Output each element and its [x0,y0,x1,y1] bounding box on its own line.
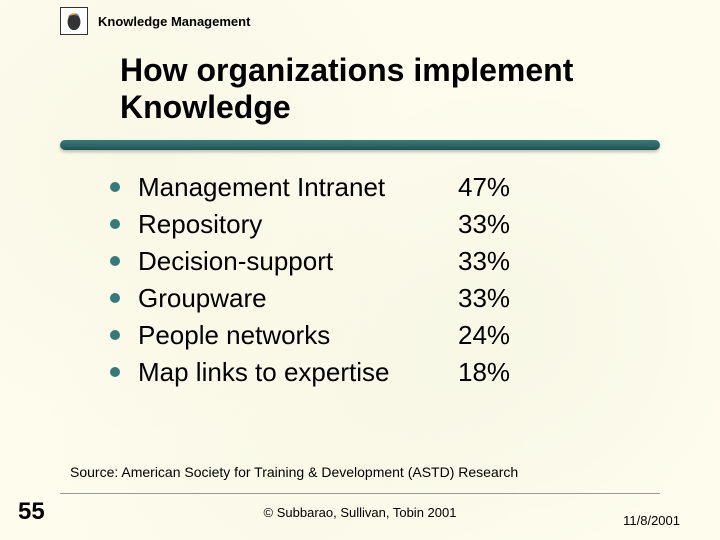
item-value: 33% [458,209,510,240]
item-label: Management Intranet [138,172,458,203]
bullet-icon [110,367,120,377]
bullet-icon [110,293,120,303]
bullet-icon [110,219,120,229]
bullet-icon [110,256,120,266]
bullet-icon [110,182,120,192]
item-label: People networks [138,320,458,351]
logo-icon [60,7,88,35]
list-item: Map links to expertise 18% [110,357,720,388]
list-item: Management Intranet 47% [110,172,720,203]
item-label: Repository [138,209,458,240]
item-label: Map links to expertise [138,357,458,388]
item-value: 33% [458,283,510,314]
list-item: People networks 24% [110,320,720,351]
item-value: 18% [458,357,510,388]
item-value: 33% [458,246,510,277]
slide-header: Knowledge Management [0,0,720,40]
item-value: 24% [458,320,510,351]
footer-divider [60,493,660,494]
copyright-text: © Subbarao, Sullivan, Tobin 2001 [0,505,720,520]
item-value: 47% [458,172,510,203]
slide-date: 11/8/2001 [623,513,680,528]
list-item: Repository 33% [110,209,720,240]
header-text: Knowledge Management [98,14,250,29]
slide-title: How organizations implement Knowledge [0,40,720,126]
item-label: Decision-support [138,246,458,277]
bullet-icon [110,330,120,340]
item-label: Groupware [138,283,458,314]
source-citation: Source: American Society for Training & … [70,464,518,480]
list-item: Decision-support 33% [110,246,720,277]
list-item: Groupware 33% [110,283,720,314]
bullet-list: Management Intranet 47% Repository 33% D… [0,150,720,388]
title-underline [60,140,660,150]
